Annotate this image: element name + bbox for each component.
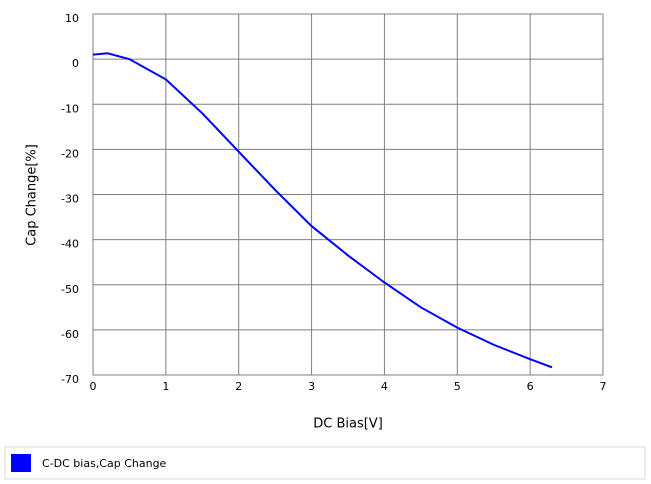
legend-label: C-DC bias,Cap Change xyxy=(42,457,167,470)
x-tick-label: 6 xyxy=(527,380,534,393)
y-tick-label: -20 xyxy=(61,147,79,160)
x-tick-label: 1 xyxy=(162,380,169,393)
x-tick-label: 0 xyxy=(90,380,97,393)
y-tick-label: 0 xyxy=(72,57,79,70)
y-tick-label: -70 xyxy=(61,373,79,386)
legend-swatch xyxy=(11,454,31,472)
y-tick-label: -30 xyxy=(61,193,79,206)
y-tick-label: 10 xyxy=(65,12,79,25)
y-tick-label: -40 xyxy=(61,238,79,251)
x-tick-label: 4 xyxy=(381,380,388,393)
x-axis-label: DC Bias[V] xyxy=(313,417,383,432)
y-axis-label: Cap Change[%] xyxy=(25,144,40,246)
x-tick-label: 7 xyxy=(600,380,607,393)
y-tick-label: -50 xyxy=(61,283,79,296)
y-tick-label: -10 xyxy=(61,102,79,115)
legend-box xyxy=(4,446,646,480)
y-tick-label: -60 xyxy=(61,328,79,341)
x-tick-label: 5 xyxy=(454,380,461,393)
data-line xyxy=(92,52,553,369)
plot-border xyxy=(92,13,604,376)
x-tick-label: 3 xyxy=(308,380,315,393)
x-tick-label: 2 xyxy=(235,380,242,393)
